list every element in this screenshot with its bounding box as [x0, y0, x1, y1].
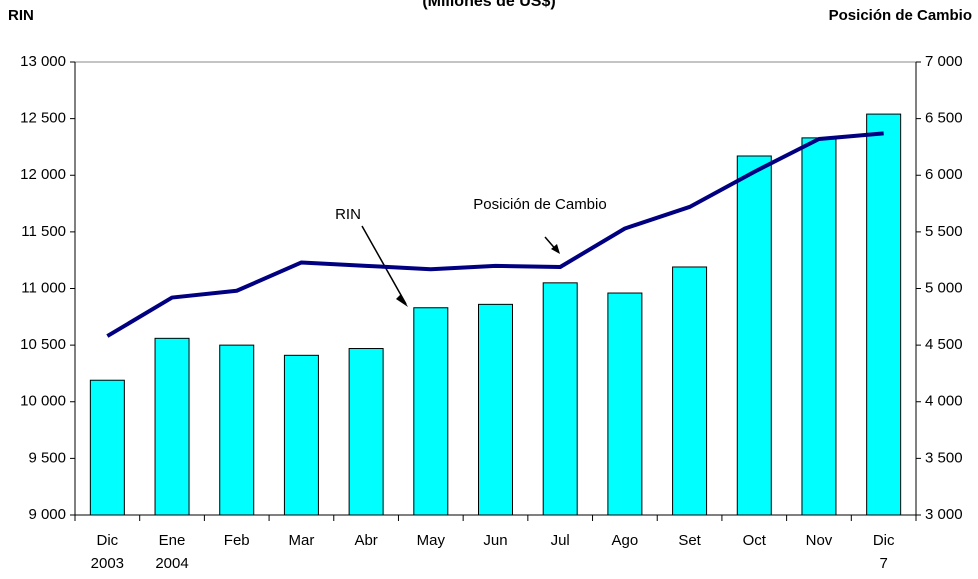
y2-tick-label: 6 500 [925, 110, 963, 127]
x-tick-label-line: 2003 [91, 555, 124, 572]
annotation: Posición de Cambio [473, 196, 606, 213]
y2-tick-label: 5 500 [925, 223, 963, 240]
bar [89, 379, 125, 516]
annotation: RIN [335, 206, 361, 223]
x-tick-label: Jul [551, 532, 570, 549]
y2-tick-label: 7 000 [925, 53, 963, 70]
bar [283, 354, 319, 516]
arrow-head [551, 244, 560, 254]
line [106, 131, 884, 338]
x-tick-label: Abr [354, 532, 377, 549]
arrow-head [396, 294, 408, 307]
x-tick-label: Mar [289, 532, 315, 549]
y-tick-label: 10 000 [20, 393, 66, 410]
x-tick-label-line: Dic [97, 532, 119, 549]
x-tick-label-line: May [417, 532, 446, 549]
x-tick-label-line: 7 [879, 555, 887, 572]
y-axis-title: RIN [8, 7, 34, 24]
x-tick-label-line: Jun [483, 532, 507, 549]
x-tick-label: Set [678, 532, 701, 549]
y-tick-label: 9 500 [28, 449, 66, 466]
bar [154, 337, 190, 516]
y2-tick-label: 5 000 [925, 279, 963, 296]
x-tick-label-line: Ene [159, 532, 186, 549]
bar [672, 266, 708, 516]
x-tick-label-line: Dic [873, 532, 895, 549]
x-tick-label-line: Mar [289, 532, 315, 549]
y2-tick-label: 6 000 [925, 166, 963, 183]
bar [219, 344, 255, 516]
x-tick-label: Oct [743, 532, 767, 549]
y-tick-label: 12 000 [20, 166, 66, 183]
x-tick-label: Feb [224, 532, 250, 549]
bar [801, 137, 837, 516]
x-tick-label: Nov [806, 532, 833, 549]
y2-axis-title: Posición de Cambio [829, 7, 972, 24]
y-tick-label: 11 500 [21, 223, 66, 240]
x-tick-label: Jun [483, 532, 507, 549]
x-tick-label-line: Feb [224, 532, 250, 549]
x-tick-label-line: 2004 [155, 555, 188, 572]
bar [478, 303, 513, 516]
chart-title: (Millones de US$) [422, 0, 555, 10]
x-tick-label: Ago [612, 532, 639, 549]
y-tick-label: 11 000 [21, 279, 66, 296]
y-tick-label: 9 000 [28, 506, 66, 523]
y-tick-label: 13 000 [20, 53, 66, 70]
x-tick-label: May [417, 532, 446, 549]
y2-tick-label: 4 500 [925, 336, 963, 353]
x-tick-label: Ene 2004 [155, 532, 188, 572]
x-tick-label-line: Oct [743, 532, 767, 549]
x-tick-label-line: Set [678, 532, 701, 549]
x-tick-label-line: Abr [354, 532, 377, 549]
x-tick-label: Dic 7 [873, 532, 895, 572]
x-tick-label: Dic 2003 [91, 532, 124, 572]
bar [413, 307, 449, 516]
x-tick-label-line: Ago [612, 532, 639, 549]
bar [607, 292, 643, 516]
bar [736, 155, 772, 516]
x-tick-label-line: Nov [806, 532, 833, 549]
y2-tick-label: 3 500 [925, 449, 963, 466]
bar [866, 113, 902, 516]
bar [348, 348, 384, 516]
x-tick-label-line: Jul [551, 532, 570, 549]
y2-tick-label: 4 000 [925, 393, 963, 410]
y-tick-label: 12 500 [20, 110, 66, 127]
y-tick-label: 10 500 [20, 336, 66, 353]
bar [542, 282, 578, 516]
y2-tick-label: 3 000 [925, 506, 963, 523]
